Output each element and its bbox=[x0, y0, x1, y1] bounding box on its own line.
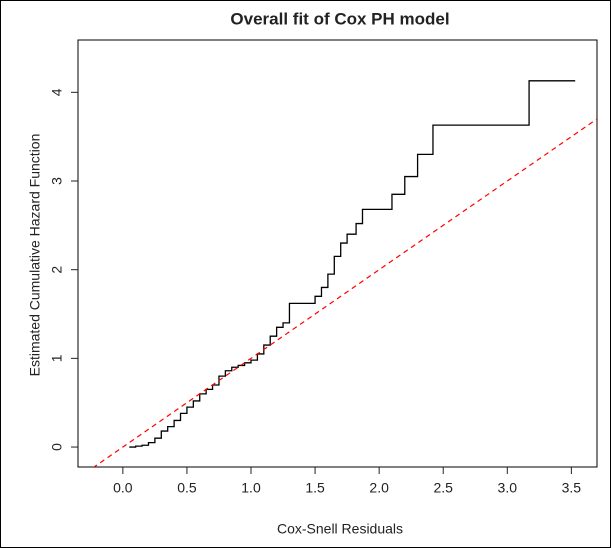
y-tick-label: 0 bbox=[49, 443, 65, 451]
x-tick-label: 2.5 bbox=[433, 480, 453, 496]
x-tick-label: 1.5 bbox=[305, 480, 325, 496]
x-tick-label: 0.0 bbox=[113, 480, 133, 496]
chart-title: Overall fit of Cox PH model bbox=[230, 9, 449, 28]
y-tick-label: 2 bbox=[49, 266, 65, 274]
x-tick-label: 3.0 bbox=[498, 480, 518, 496]
x-tick-label: 2.0 bbox=[369, 480, 389, 496]
reference-line bbox=[92, 118, 597, 467]
y-tick-label: 3 bbox=[49, 177, 65, 185]
step-line bbox=[129, 80, 576, 448]
y-tick-label: 4 bbox=[49, 88, 65, 96]
plot-area bbox=[77, 39, 598, 468]
x-tick-label: 1.0 bbox=[241, 480, 261, 496]
y-tick-label: 1 bbox=[49, 354, 65, 362]
y-axis-label: Estimated Cumulative Hazard Function bbox=[27, 134, 43, 377]
x-axis-label: Cox-Snell Residuals bbox=[277, 521, 403, 537]
x-tick-label: 3.5 bbox=[562, 480, 582, 496]
x-tick-label: 0.5 bbox=[177, 480, 197, 496]
